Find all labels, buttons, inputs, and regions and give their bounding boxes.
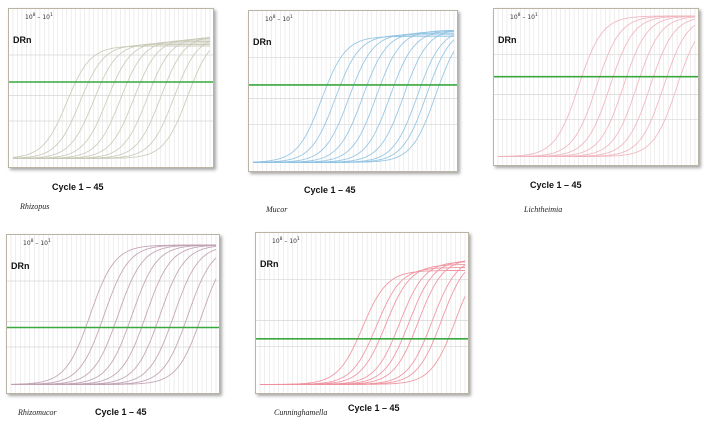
rhizopus-plot: 108 – 101 DRn [8,8,214,168]
organism-caption: Rhizomucor [18,408,57,417]
amplification-curve-3 [13,42,210,159]
y-axis-label: DRn [11,261,30,271]
rhizomucor-amplification-chart [7,235,219,393]
organism-caption: Mucor [266,205,288,214]
dilution-range-label: 108 – 101 [23,239,51,247]
x-axis-label: Cycle 1 – 45 [95,407,147,417]
amplification-curve-1 [252,35,454,163]
dilution-range-label: 108 – 101 [272,237,300,245]
x-axis-label: Cycle 1 – 45 [52,182,104,192]
dilution-range-label: 108 – 101 [265,15,293,23]
amplification-curve-8 [498,40,696,158]
amplification-curve-2 [253,34,454,163]
y-axis-label: DRn [13,35,32,45]
amplification-curve-2 [12,44,210,159]
cunninghamella-amplification-chart [256,233,468,393]
y-axis-label: DRn [260,259,279,269]
organism-caption: Rhizopus [20,202,50,211]
dilution-range-label: 108 – 101 [25,13,53,21]
amplification-curve-9 [260,296,466,385]
amplification-curve-10 [13,49,211,159]
dilution-range-label: 108 – 101 [510,13,538,21]
organism-caption: Lichtheimia [524,205,563,214]
x-axis-label: Cycle 1 – 45 [530,180,582,190]
lichtheimia-plot: 108 – 101 DRn [493,8,699,166]
rhizomucor-plot: 108 – 101 DRn [6,234,220,394]
y-axis-label: DRn [253,37,272,47]
y-axis-label: DRn [498,35,517,45]
mucor-plot: 108 – 101 DRn [248,10,458,172]
cunninghamella-plot: 108 – 101 DRn [255,232,469,394]
x-axis-label: Cycle 1 – 45 [304,185,356,195]
rhizopus-amplification-chart [9,9,213,167]
mucor-amplification-chart [249,11,457,171]
lichtheimia-amplification-chart [494,9,698,165]
amplification-curve-10 [253,51,455,163]
amplification-curve-2 [11,244,216,385]
x-axis-label: Cycle 1 – 45 [348,403,400,413]
organism-caption: Cunninghamella [274,408,328,417]
amplification-curve-9 [11,278,217,385]
